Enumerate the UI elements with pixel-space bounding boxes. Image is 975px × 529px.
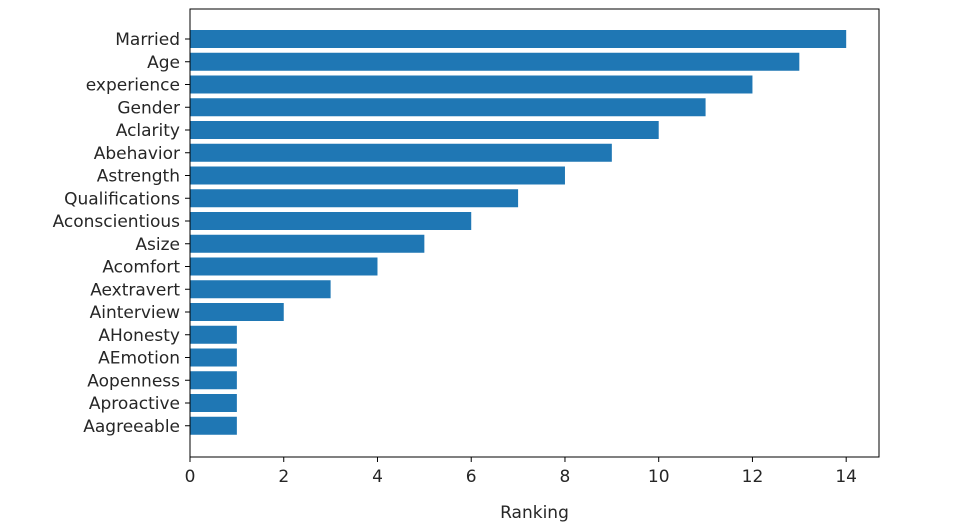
y-tick-label: Aagreeable [83,417,180,437]
y-tick-label: experience [86,76,180,96]
y-tick-label: Astrength [97,167,180,187]
y-tick-label: AHonesty [98,326,180,346]
x-tick-label: 0 [185,467,196,487]
plot-frame [189,8,880,458]
bar-abehavior [190,143,612,162]
y-tick-label: Qualifications [64,189,180,209]
bar-ainterview [190,303,284,321]
y-tick-label: Aclarity [116,121,180,141]
x-tick-label: 8 [560,467,571,487]
bar-experience [190,75,753,94]
y-tick-label: AEmotion [98,349,180,369]
bar-aconscientious [190,212,472,230]
x-tick-label: 6 [466,467,477,487]
y-tick-label: Gender [117,98,180,118]
y-tick-label: Ainterview [90,303,180,323]
x-tick-label: 12 [742,467,764,487]
x-tick-label: 14 [835,467,857,487]
y-tick-label: Acomfort [102,258,180,278]
bar-aopenness [190,371,237,390]
bar-aemotion [190,348,237,367]
bar-aagreeable [190,416,237,435]
bar-aextravert [190,280,331,299]
bar-aproactive [190,394,237,412]
bar-ahonesty [190,325,237,344]
bars [190,30,847,435]
bar-acomfort [190,257,378,276]
bar-astrength [190,166,565,185]
y-tick-label: Abehavior [94,144,180,164]
x-axis-label: Ranking [500,503,569,523]
bar-asize [190,234,425,253]
y-tick-label: Aproactive [89,394,180,414]
bar-aclarity [190,121,659,139]
bar-gender [190,98,706,117]
bar-age [190,52,800,71]
x-tick-label: 4 [372,467,383,487]
x-axis-ticks: 0 2 4 6 8 10 12 14 [185,457,857,487]
x-tick-label: 10 [648,467,670,487]
bar-qualifications [190,189,519,208]
y-tick-label: Age [147,53,180,73]
bar-married [190,30,847,48]
x-tick-label: 2 [278,467,289,487]
y-tick-label: Aconscientious [53,212,181,232]
y-tick-label: Aopenness [87,371,180,391]
y-tick-label: Asize [135,235,180,255]
y-tick-label: Married [115,30,180,50]
y-tick-label: Aextravert [90,280,180,300]
